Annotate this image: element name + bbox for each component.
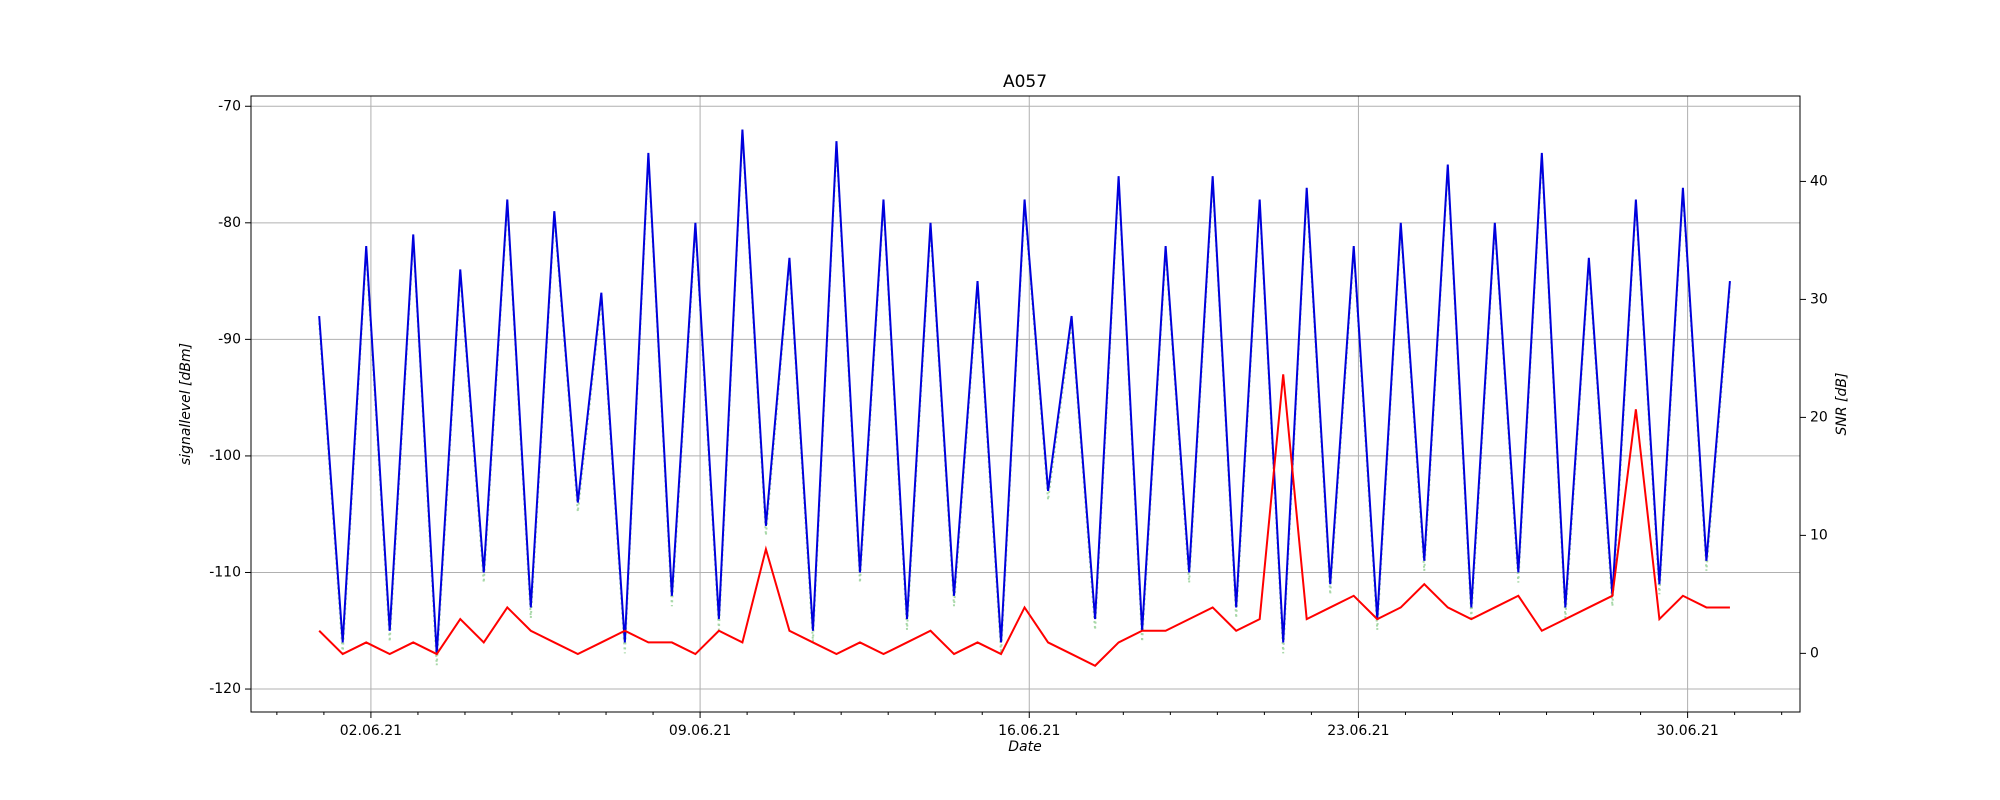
y-tick-label: -90 — [218, 331, 241, 347]
y-tick-label: -110 — [209, 564, 241, 580]
x-tick-label: 30.06.21 — [1656, 723, 1718, 739]
y-tick-label: -120 — [209, 681, 241, 697]
y-tick-label: -70 — [218, 98, 241, 114]
y2-tick-label: 20 — [1810, 409, 1828, 425]
x-tick-label: 23.06.21 — [1327, 723, 1389, 739]
plot-frame — [250, 95, 1801, 713]
y-axis-label: signallevel [dBm] — [178, 343, 194, 465]
y2-tick-label: 40 — [1810, 173, 1828, 189]
chart-title: A057 — [1003, 72, 1047, 92]
y-tick-label: -80 — [218, 215, 241, 231]
y2-tick-label: 30 — [1810, 291, 1828, 307]
y2-tick-label: 10 — [1810, 527, 1828, 543]
x-tick-label: 02.06.21 — [340, 723, 402, 739]
y2-axis-label: SNR [dB] — [1834, 373, 1850, 436]
series-line — [318, 129, 1731, 655]
y2-tick-label: 0 — [1810, 645, 1819, 661]
series-line — [318, 374, 1730, 667]
x-tick-label: 09.06.21 — [669, 723, 731, 739]
x-axis-label: Date — [1008, 739, 1041, 755]
x-tick-label: 16.06.21 — [998, 723, 1060, 739]
y-tick-label: -100 — [209, 448, 241, 464]
